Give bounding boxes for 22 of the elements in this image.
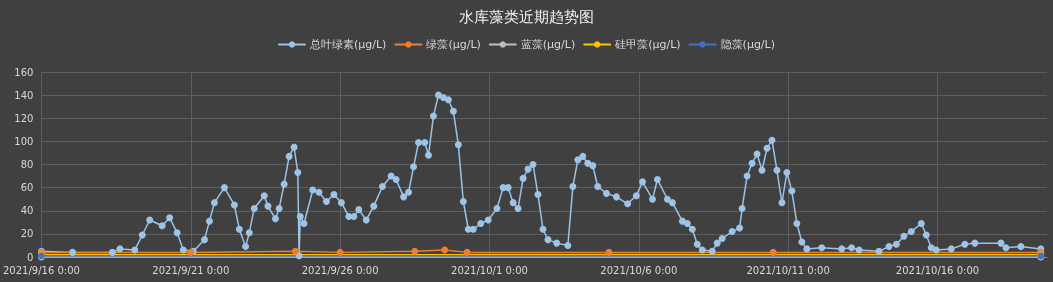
x-tick-label: 2021/10/16 0:00 — [895, 264, 980, 276]
x-tick-label: 2021/10/6 0:00 — [600, 264, 678, 276]
y-tick-label: 100 — [14, 135, 34, 147]
y-tick-label: 80 — [20, 159, 34, 170]
legend-label: 硅甲藻(μg/L) — [614, 38, 681, 51]
y-tick-label: 20 — [20, 228, 34, 240]
x-tick-label: 2021/9/16 0:00 — [2, 264, 80, 276]
x-tick-label: 2021/9/21 0:00 — [152, 264, 230, 276]
legend-label: 隐藻(μg/L) — [720, 38, 775, 51]
y-tick-label: 140 — [14, 89, 34, 101]
chart-title: 水库藻类近期趋势图 — [459, 7, 594, 26]
x-tick-label: 2021/9/26 0:00 — [301, 264, 379, 276]
y-tick-label: 60 — [20, 182, 34, 194]
y-tick-label: 40 — [20, 205, 34, 217]
y-tick-label: 120 — [14, 112, 34, 124]
y-tick-label: 0 — [27, 251, 34, 263]
legend-label: 总叶绿素(μg/L) — [309, 38, 387, 51]
x-tick-label: 2021/10/11 0:00 — [746, 264, 830, 276]
x-tick-label: 2021/10/1 0:00 — [451, 264, 528, 276]
legend-label: 蓝藻(μg/L) — [520, 38, 576, 51]
y-tick-label: 160 — [14, 66, 34, 78]
legend-label: 绿藻(μg/L) — [426, 38, 481, 51]
